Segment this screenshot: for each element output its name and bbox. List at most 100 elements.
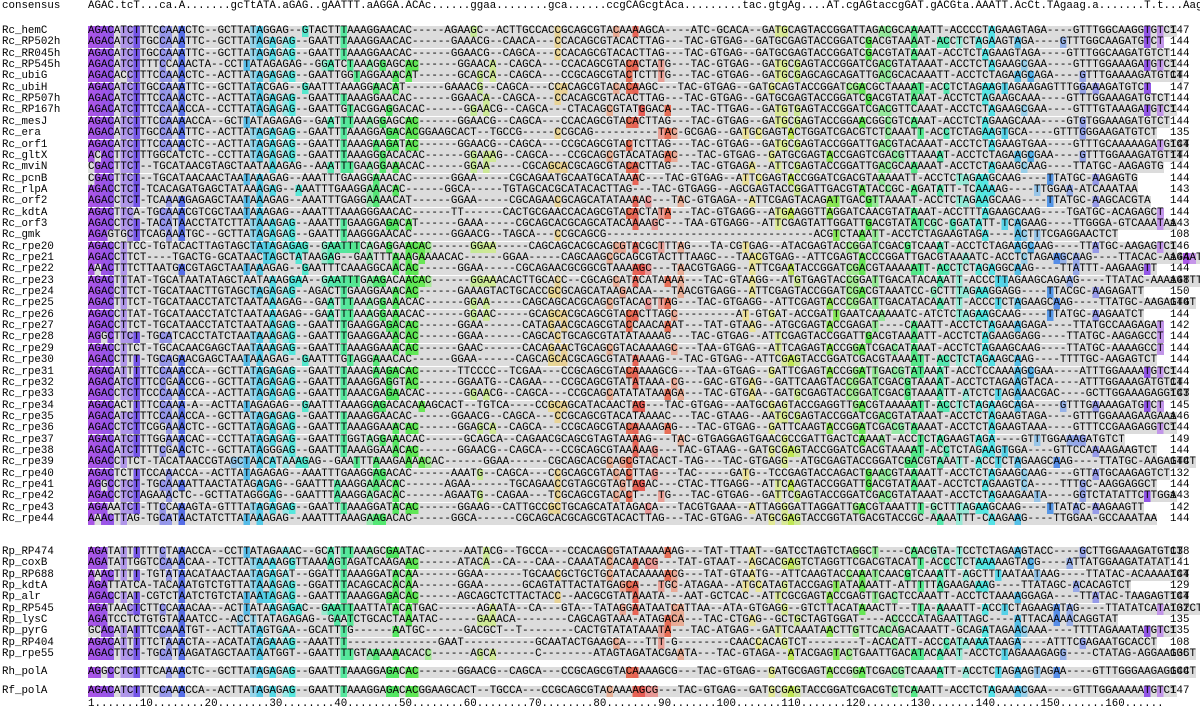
sequence-name: Rc_orf2	[2, 195, 48, 208]
sequence-name: Rc_rpe36	[2, 422, 54, 435]
sequence-name: Rc_rpe20	[2, 240, 54, 253]
sequence: AGACATCTTTCCAAACTC--ACTTATAGAGAG--GAATTT…	[88, 93, 1171, 106]
sequence-name: Rc_rpe42	[2, 490, 54, 503]
sequence: AGAAATCT-TTCCAAAGTA-GTTTATAGAGAG--GAATTT…	[88, 501, 1145, 514]
sequence-length: 147	[1170, 685, 1190, 697]
sequence-name: Rc_rpe37	[2, 433, 54, 446]
sequence-length: 143	[1170, 388, 1190, 401]
sequence-name: Rc_rpe28	[2, 331, 54, 344]
sequence-length: 150	[1170, 286, 1190, 299]
sequence-name: Rc_era	[2, 127, 41, 140]
sequence-name: Rp_RP474	[2, 546, 54, 558]
sequence: AGACCTCTTCGGAAACTC--GCTTATAGAGAG--GAATTT…	[88, 422, 1177, 435]
sequence-length: 145	[1170, 399, 1190, 412]
sequence-name: Rc_rpe22	[2, 263, 54, 276]
consensus-sequence: AGAC.tcT...ca.A.......gcTtATA.aGAG..gAAT…	[88, 0, 1200, 12]
sequence-name: Rc_rpe35	[2, 410, 54, 423]
sequence: AGACATCTTGCCAAATTC--ACTTATAGAGAG--GAATTT…	[88, 127, 1158, 140]
sequence-name: Rc_rpe26	[2, 308, 54, 321]
sequence: AGACACCTTTCCAAACTC--ACTTATAGAGAG--GAATTG…	[88, 70, 1183, 83]
sequence-name: Rc_rpe34	[2, 399, 54, 412]
sequence: AGACTCTTTCCAAACCA--ACTTATAGAGAG--AAATTTG…	[88, 467, 1171, 480]
sequence: AGACATTTTTCCAAACCA--GCTTATAGAGAG--GAATTT…	[88, 365, 1177, 378]
sequence: ACACTTCTTTGGCATCTC--CCTTATAGAGAG--GAATTT…	[88, 149, 1183, 162]
sequence-length: 144	[1170, 263, 1190, 276]
sequence: AGACCTTCT-TGCATAACCTATCTAATAAGAG--GAATTT…	[88, 320, 1164, 333]
sequence: AGACATCTTGCCAAATTC--GCTTATAGAGAG--GAATTT…	[88, 47, 1171, 60]
sequence-name: Rc_RP167h	[2, 104, 61, 117]
sequence-name: Rc_rpe32	[2, 376, 54, 389]
sequence: AGAGTGCTTCAGAAATGC--GCTTATAGAGAG--GAATTT…	[88, 229, 1119, 242]
sequence-name: Rc_rpe25	[2, 297, 54, 310]
sequence-length: 148	[1170, 274, 1190, 287]
sequence: AGACATCTTTCCAAACCA--ACTTATAGAGAG--GAATTT…	[88, 685, 1177, 697]
sequence-name: Rp_pyrG	[2, 625, 48, 638]
sequence: CGACTTCT--TGCATAACGTAGCTAATAAAGAG--AAATT…	[88, 161, 1164, 174]
sequence-name: Rc_rpe41	[2, 479, 54, 491]
sequence-name: Rc_rpe27	[2, 320, 54, 333]
sequence-length: 144	[1170, 138, 1190, 151]
sequence-name: Rc_rpe43	[2, 501, 54, 514]
sequence-length: 144	[1170, 70, 1190, 83]
sequence: AGATATTTTTTCTAAACCA--CCTTATAGAAAC--GCATT…	[88, 546, 1183, 558]
sequence-name: Rc_rpe40	[2, 467, 54, 480]
sequence-length: 144	[1170, 47, 1190, 60]
sequence-length: 144	[1170, 331, 1190, 344]
sequence-length: 144	[1170, 59, 1190, 72]
sequence-name: Rc_rpe44	[2, 513, 54, 526]
sequence-length: 144	[1170, 666, 1190, 678]
sequence-length: 135	[1170, 614, 1190, 627]
sequence: AGATCCTCTGTGTAAAATCC--ACCTTATAGAGAG--GAA…	[88, 614, 1119, 627]
sequence: CGACTTCT--TGCATAACAACTAATAAAGAG--AAATTTG…	[88, 172, 1138, 185]
sequence-name: Rp_rpe55	[2, 648, 54, 661]
sequence-name: Rc_RP507h	[2, 93, 61, 106]
sequence-name: Rc_RR045h	[2, 47, 61, 60]
sequence: AAACTTTCTTAATGACGTAGCTAATAAAGAG--GAATTTC…	[88, 263, 1158, 276]
sequence-name: Rc_ubiH	[2, 81, 48, 94]
consensus-label: consensus	[2, 0, 61, 12]
sequence-length: 143	[1170, 490, 1190, 503]
sequence-length: 144	[1170, 252, 1190, 264]
sequence-name: Rp_RP404	[2, 636, 54, 649]
position-ruler: 1.......10........20........30........40…	[88, 698, 1164, 710]
sequence-length: 147	[1170, 25, 1190, 37]
sequence-length: 144	[1170, 297, 1190, 310]
sequence-name: Rc_kdtA	[2, 206, 48, 219]
sequence-name: Rp_RP545	[2, 602, 54, 615]
sequence-name: Rc_rpe38	[2, 444, 54, 457]
sequence-length: 135	[1170, 127, 1190, 140]
sequence-length: 135	[1170, 648, 1190, 661]
sequence-name: Rp_RP688	[2, 568, 54, 581]
sequence: AGACCTCT-TACATAACCTATCTTATAAAGAG--AAATTT…	[88, 217, 1177, 230]
sequence-name: Rp_kdtA	[2, 580, 48, 593]
sequence-name: Rp_lysC	[2, 614, 48, 627]
sequence-length: 108	[1170, 636, 1190, 649]
sequence-length: 144	[1170, 513, 1190, 526]
sequence: AGACATCTTTCCAAACCA--GCTTATAGAGAG--GAATTT…	[88, 410, 1177, 423]
sequence: AGACCTTCT-TGCACAACGAGCTAATAAAGAG--GAATTT…	[88, 342, 1164, 355]
sequence-length: 144	[1170, 456, 1190, 469]
sequence: AGACATCTTTCCAAAACCA--GCTTATAGAGAG--GAATT…	[88, 115, 1171, 128]
sequence-name: Rc_mviN	[2, 161, 48, 174]
sequence: AGATATTGGTCCAAACAA--TCTTATAAAAGGTTAAAAGT…	[88, 557, 1171, 570]
sequence-name: Rc_rpe31	[2, 365, 54, 378]
sequence: AGACCTCTAGAAACTC--GCTTATAGGGAG--GAATTTAA…	[88, 490, 1177, 503]
sequence: AGGCCTCTTTCAAAACTC--GCTTATAGAGAG--GAATTT…	[88, 666, 1196, 678]
sequence: AGACATTTTTCTAAACTA--ACATATAGAAAG--AAATTT…	[88, 636, 1158, 649]
sequence-name: Rc_ubiG	[2, 70, 48, 83]
sequence-length: 144	[1170, 149, 1190, 162]
sequence: AGGCTTCT-TGCATCACCTATCTAATAAAGAG--GAATTT…	[88, 331, 1164, 344]
sequence: AGATAACTCTTCCAAACAA--ACTTATAAGAGAC--GAAT…	[88, 603, 1200, 615]
sequence: AGACCTAT-CGTCTAATCTGTCTATAATAGAG--GAATTT…	[88, 591, 1190, 604]
sequence-length: 144	[1170, 195, 1190, 208]
sequence: AGACCTTCT----TGACTG-GCATAACTAGCTATAAGAG-…	[88, 253, 1200, 264]
sequence: AAACTTAG-TGCATAACTATCTTATAAAGAG--AAATTTA…	[88, 513, 1158, 526]
sequence-name: Rh_polA	[2, 666, 48, 678]
sequence: AGACTTTAT-TGCATAATATAGCTAATAAAGGAA--GAAT…	[88, 275, 1200, 287]
sequence-length: 144	[1170, 342, 1190, 355]
sequence-length: 144	[1170, 591, 1190, 604]
sequence-name: Rc_rpe21	[2, 252, 54, 264]
sequence-length: 144	[1170, 172, 1190, 185]
sequence-length: 143	[1170, 183, 1190, 196]
sequence: AAACTTTT-TGTATAACATAACTAATAGAGAT--GGATTT…	[88, 568, 1190, 581]
